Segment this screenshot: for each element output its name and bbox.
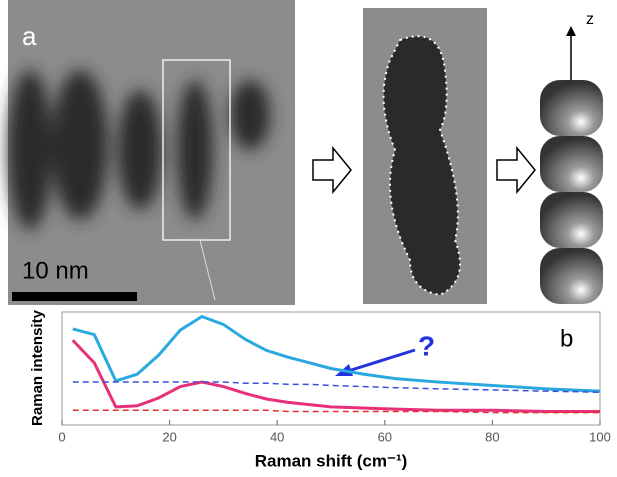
- x-tick-label: 40: [270, 429, 284, 444]
- annotation-arrow: [345, 350, 415, 372]
- annotation: ?: [418, 330, 435, 361]
- x-axis-label: Raman shift (cm⁻¹): [255, 451, 408, 470]
- axis-label: z: [586, 11, 594, 28]
- x-tick-label: 60: [378, 429, 392, 444]
- x-tick-label: 80: [485, 429, 499, 444]
- figure: a 10 nm z Raman intensity Raman shift (c…: [0, 0, 617, 477]
- scale-bar-label: 10 nm: [22, 257, 89, 284]
- panel-label: a: [22, 21, 37, 51]
- x-tick-label: 100: [589, 429, 611, 444]
- panel-label: b: [560, 325, 573, 352]
- zoom-image: [363, 8, 487, 304]
- x-tick-label: 20: [162, 429, 176, 444]
- sphere-model: z: [540, 11, 603, 304]
- series-line: [73, 317, 600, 392]
- tem-image: a 10 nm: [8, 0, 295, 305]
- y-axis-label: Raman intensity: [29, 309, 46, 426]
- x-tick-label: 0: [58, 429, 65, 444]
